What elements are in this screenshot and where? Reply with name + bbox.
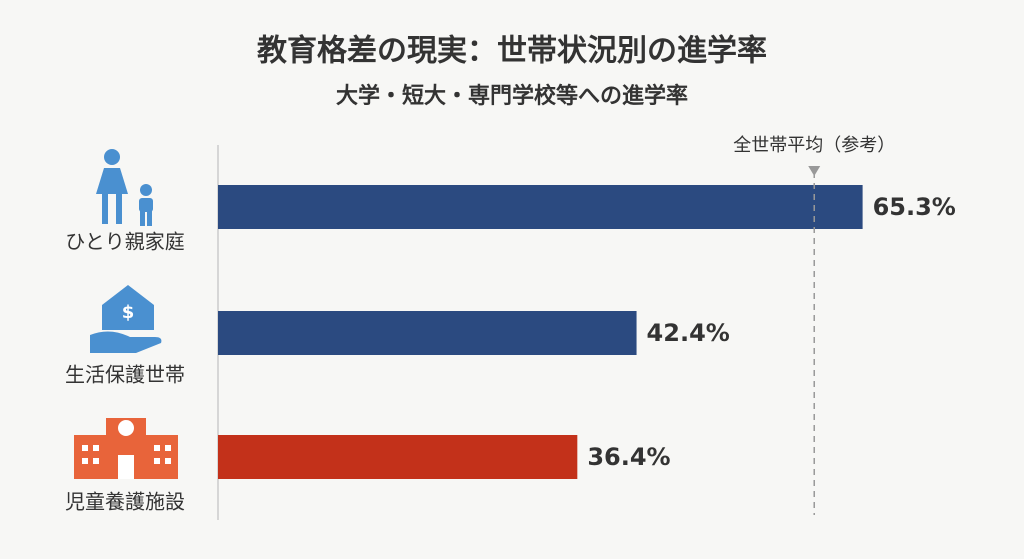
icon-facility bbox=[74, 418, 178, 479]
value-label: 65.3% bbox=[873, 193, 956, 221]
category-label: ひとり親家庭 bbox=[65, 230, 184, 254]
icon-family bbox=[96, 149, 153, 226]
category-label: 児童養護施設 bbox=[65, 490, 185, 514]
icon-house-hand: $ bbox=[90, 285, 162, 353]
svg-text:$: $ bbox=[122, 302, 135, 323]
bar bbox=[218, 435, 578, 479]
category-label: 生活保護世帯 bbox=[65, 363, 185, 387]
value-label: 42.4% bbox=[647, 319, 730, 347]
reference-marker bbox=[808, 166, 821, 176]
bar bbox=[218, 185, 863, 229]
chart-subtitle: 大学・短大・専門学校等への進学率 bbox=[336, 83, 688, 109]
reference-label: 全世帯平均（参考） bbox=[733, 135, 895, 156]
value-label: 36.4% bbox=[587, 443, 670, 471]
chart-title: 教育格差の現実：世帯状況別の進学率 bbox=[257, 34, 767, 69]
bar bbox=[218, 311, 637, 355]
